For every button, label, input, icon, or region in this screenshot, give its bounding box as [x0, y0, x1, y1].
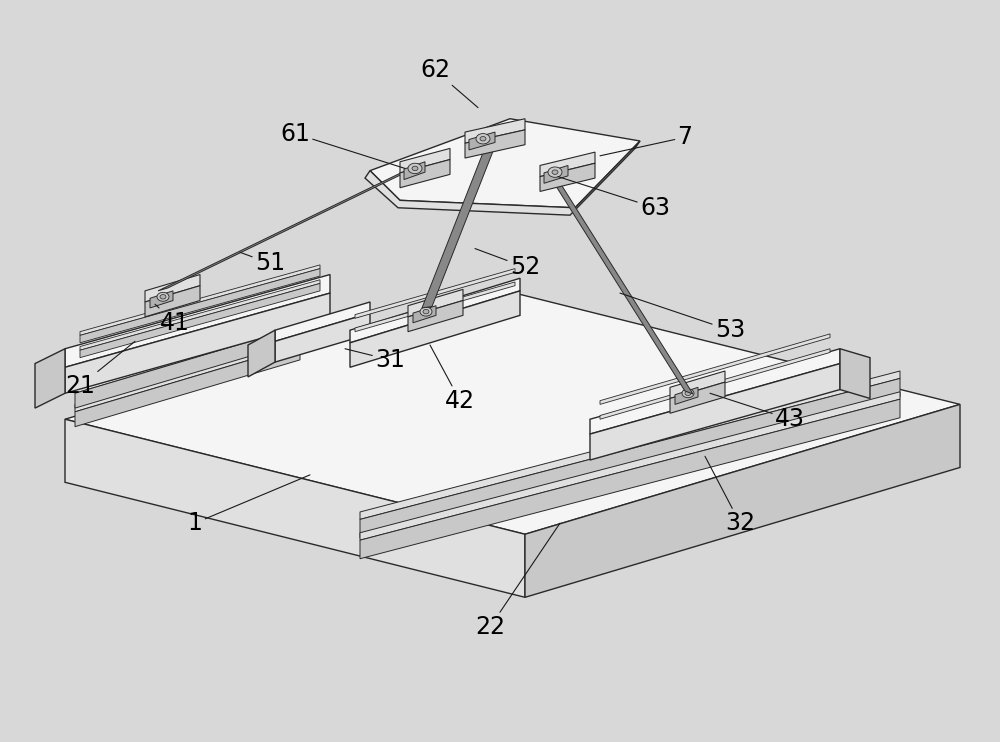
Polygon shape: [422, 146, 495, 308]
Polygon shape: [75, 326, 300, 408]
Polygon shape: [355, 269, 515, 318]
Polygon shape: [360, 399, 900, 559]
Polygon shape: [145, 275, 200, 302]
Polygon shape: [248, 330, 275, 377]
Polygon shape: [80, 280, 320, 350]
Polygon shape: [350, 291, 520, 367]
Text: 21: 21: [65, 341, 135, 398]
Polygon shape: [590, 349, 840, 434]
Polygon shape: [404, 162, 425, 180]
Polygon shape: [370, 119, 640, 208]
Polygon shape: [158, 165, 420, 291]
Polygon shape: [75, 319, 300, 393]
Circle shape: [423, 309, 429, 314]
Polygon shape: [525, 404, 960, 597]
Polygon shape: [840, 349, 870, 398]
Polygon shape: [469, 132, 495, 150]
Text: 42: 42: [430, 345, 475, 413]
Polygon shape: [350, 278, 520, 343]
Polygon shape: [360, 371, 900, 519]
Polygon shape: [65, 275, 330, 367]
Circle shape: [160, 295, 166, 299]
Text: 7: 7: [600, 125, 692, 156]
Polygon shape: [600, 334, 830, 404]
Polygon shape: [35, 349, 65, 408]
Polygon shape: [80, 265, 320, 335]
Circle shape: [408, 163, 422, 174]
Polygon shape: [365, 141, 640, 215]
Polygon shape: [675, 387, 698, 404]
Text: 41: 41: [155, 304, 190, 335]
Polygon shape: [145, 286, 200, 317]
Polygon shape: [65, 293, 330, 393]
Circle shape: [420, 307, 432, 316]
Circle shape: [548, 167, 562, 177]
Polygon shape: [600, 349, 830, 419]
Polygon shape: [65, 289, 960, 534]
Text: 51: 51: [240, 252, 285, 275]
Polygon shape: [465, 119, 525, 143]
Text: 63: 63: [558, 177, 670, 220]
Polygon shape: [80, 269, 320, 343]
Text: 61: 61: [280, 122, 405, 168]
Polygon shape: [544, 165, 568, 183]
Polygon shape: [355, 282, 515, 332]
Text: 52: 52: [475, 249, 540, 279]
Polygon shape: [590, 364, 840, 460]
Polygon shape: [275, 302, 370, 341]
Circle shape: [682, 389, 694, 398]
Text: 62: 62: [420, 59, 478, 108]
Text: 43: 43: [710, 393, 805, 431]
Text: 1: 1: [188, 475, 310, 535]
Polygon shape: [550, 177, 693, 394]
Polygon shape: [360, 392, 900, 540]
Text: 22: 22: [475, 523, 560, 639]
Polygon shape: [408, 301, 463, 332]
Polygon shape: [670, 371, 725, 398]
Polygon shape: [150, 291, 173, 308]
Polygon shape: [65, 419, 525, 597]
Polygon shape: [540, 152, 595, 177]
Text: 32: 32: [705, 456, 755, 535]
Polygon shape: [400, 160, 450, 188]
Text: 53: 53: [620, 293, 745, 342]
Polygon shape: [80, 283, 320, 358]
Circle shape: [157, 292, 169, 301]
Polygon shape: [360, 378, 900, 538]
Polygon shape: [400, 148, 450, 173]
Polygon shape: [540, 163, 595, 191]
Polygon shape: [465, 130, 525, 158]
Circle shape: [685, 391, 691, 395]
Polygon shape: [413, 306, 436, 323]
Circle shape: [476, 134, 490, 144]
Polygon shape: [75, 338, 300, 412]
Circle shape: [552, 170, 558, 174]
Polygon shape: [275, 313, 370, 362]
Circle shape: [412, 166, 418, 171]
Polygon shape: [75, 345, 300, 427]
Text: 31: 31: [345, 348, 405, 372]
Polygon shape: [408, 289, 463, 317]
Circle shape: [480, 137, 486, 141]
Polygon shape: [670, 382, 725, 413]
